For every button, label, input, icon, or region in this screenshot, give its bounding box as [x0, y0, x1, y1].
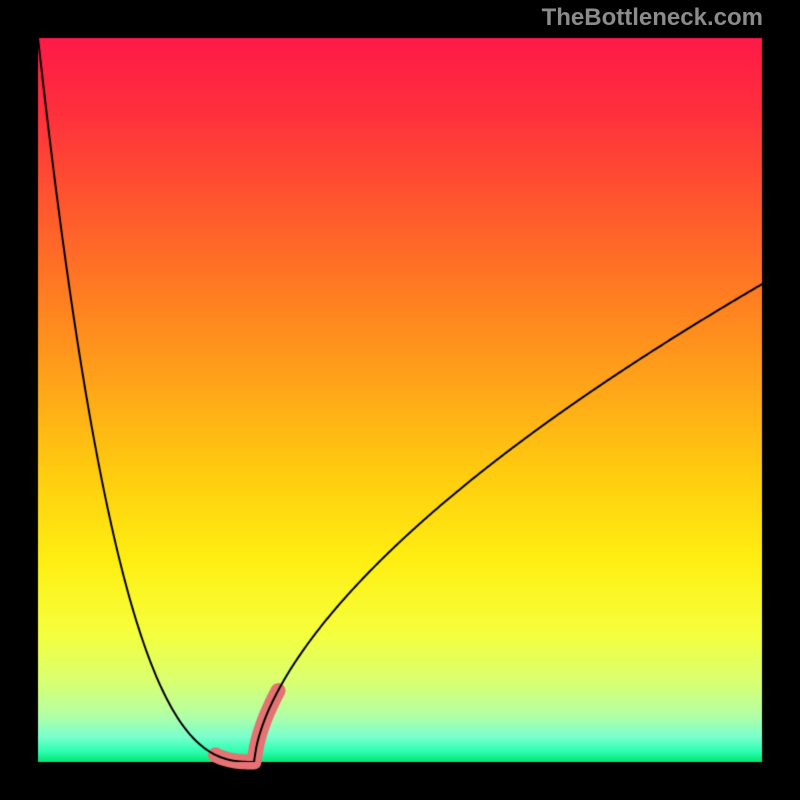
bottleneck-curve-chart: [0, 0, 800, 800]
chart-root: TheBottleneck.com: [0, 0, 800, 800]
watermark-label: TheBottleneck.com: [542, 4, 763, 32]
